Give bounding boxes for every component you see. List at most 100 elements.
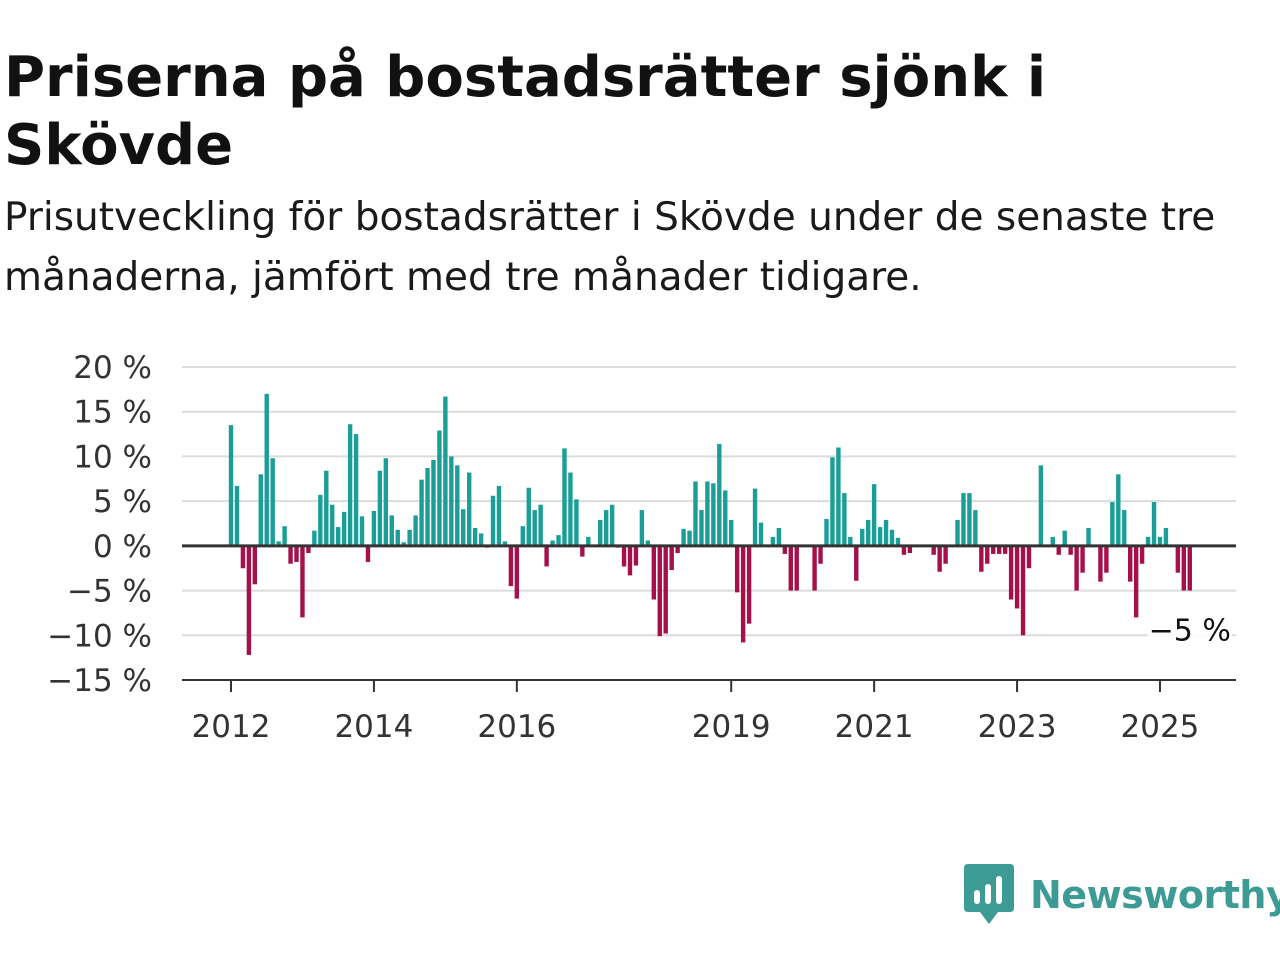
bar <box>586 536 591 546</box>
bar <box>1056 545 1061 555</box>
newsworthy-logo: Newsworthy <box>964 862 1280 928</box>
bar <box>824 519 829 546</box>
bar <box>865 519 871 546</box>
bar <box>1163 527 1169 546</box>
bars <box>228 393 1192 655</box>
bar <box>758 522 764 546</box>
bar <box>854 545 859 581</box>
bar <box>740 545 746 643</box>
bar <box>228 425 234 546</box>
bar <box>306 545 311 554</box>
x-tick-label: 2021 <box>835 709 914 745</box>
bar <box>270 458 275 546</box>
bar <box>717 443 722 546</box>
bar <box>514 545 520 599</box>
y-tick-label: −15 % <box>47 663 152 699</box>
y-tick-label: 5 % <box>93 484 152 520</box>
bar <box>961 493 966 546</box>
x-tick-label: 2014 <box>334 709 413 745</box>
bar <box>467 472 472 546</box>
bar <box>657 545 662 637</box>
bar <box>264 393 269 546</box>
bar <box>633 545 639 566</box>
bar <box>1068 545 1073 555</box>
bar <box>1008 545 1014 600</box>
y-tick-label: 15 % <box>73 395 152 431</box>
bar <box>1116 474 1121 546</box>
bar <box>645 540 651 546</box>
bar <box>1104 545 1109 573</box>
bar <box>883 519 889 546</box>
bar <box>1062 530 1067 546</box>
bar <box>1026 545 1032 569</box>
bar <box>496 485 502 546</box>
bar <box>746 545 752 624</box>
bar <box>455 465 460 546</box>
bar <box>449 456 454 546</box>
bar <box>729 519 734 546</box>
annotation-background <box>1147 612 1232 649</box>
bar <box>752 488 758 546</box>
bar <box>877 527 883 546</box>
bar <box>836 447 841 546</box>
bar <box>1145 536 1151 546</box>
bar <box>568 472 573 546</box>
bar <box>532 510 537 546</box>
bar <box>383 458 389 546</box>
bar <box>788 545 793 591</box>
bar <box>580 545 585 557</box>
bar <box>991 545 996 554</box>
y-tick-label: −5 % <box>67 574 152 610</box>
x-tick-label: 2025 <box>1121 709 1200 745</box>
bar <box>734 545 740 593</box>
bar <box>1175 545 1181 573</box>
bar <box>318 494 323 546</box>
bar <box>598 519 603 546</box>
bar <box>871 484 877 546</box>
chart-subtitle: Prisutveckling för bostadsrätter i Skövd… <box>4 195 1216 300</box>
bar <box>502 541 508 546</box>
brand-name: Newsworthy <box>1030 873 1280 917</box>
bar <box>1086 527 1091 546</box>
bar <box>830 457 835 546</box>
x-tick-label: 2016 <box>477 709 556 745</box>
bar <box>353 434 359 546</box>
bar <box>782 545 788 554</box>
bar <box>478 533 484 546</box>
annotation-label: −5 % <box>1149 614 1231 649</box>
bar <box>669 545 674 571</box>
bar <box>538 504 543 546</box>
bar <box>1098 545 1103 582</box>
bar <box>687 530 692 546</box>
bar <box>443 396 448 546</box>
x-tick-label: 2019 <box>692 709 771 745</box>
bar <box>1074 545 1079 591</box>
bar <box>794 545 799 591</box>
bar <box>842 493 847 546</box>
y-tick-label: 10 % <box>73 439 152 475</box>
bar <box>335 527 341 546</box>
bar <box>997 545 1002 554</box>
bar <box>407 529 412 546</box>
bar <box>770 536 776 546</box>
bar <box>907 545 913 554</box>
bar <box>258 474 263 546</box>
chart-title: Priserna på bostadsrätter sjönk i Skövde <box>4 45 1047 178</box>
y-axis-labels: 20 % 15 % 10 % 5 % 0 % −5 % −10 % −15 % <box>47 350 152 699</box>
bar <box>413 515 418 546</box>
bar <box>889 529 895 546</box>
bar <box>431 460 436 546</box>
bar <box>574 499 579 546</box>
bar <box>252 545 258 585</box>
x-tick-label: 2012 <box>192 709 271 745</box>
bar <box>1122 510 1127 546</box>
x-axis-ticks <box>230 680 1161 692</box>
bar <box>663 545 668 634</box>
bar <box>675 545 680 554</box>
bar <box>979 545 984 572</box>
bar <box>1002 545 1008 554</box>
bar <box>693 481 698 546</box>
bar <box>943 545 948 564</box>
bar <box>276 541 281 546</box>
bar <box>359 516 365 546</box>
